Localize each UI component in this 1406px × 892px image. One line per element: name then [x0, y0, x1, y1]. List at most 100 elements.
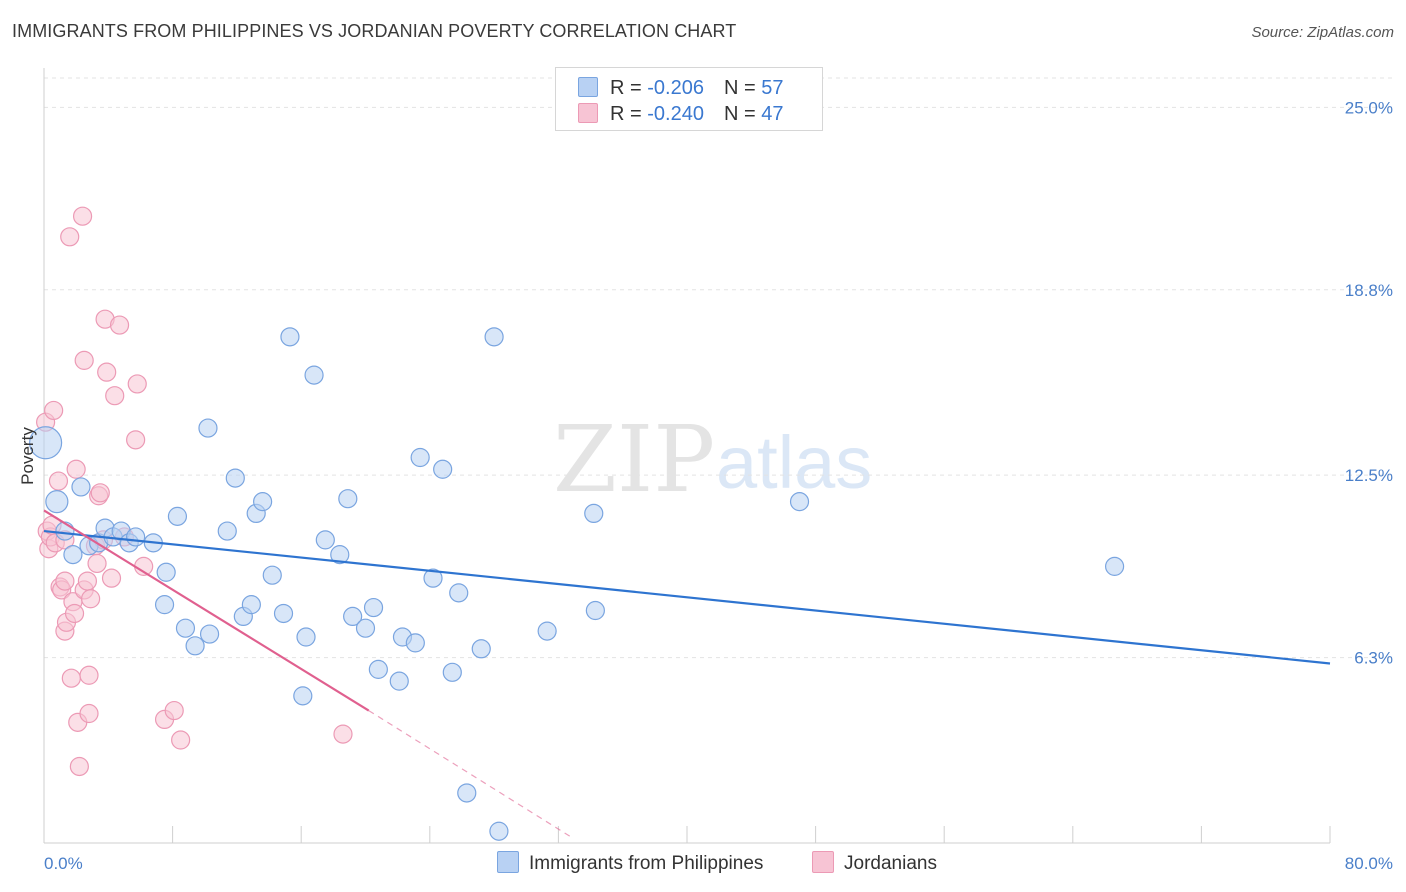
philippines-point: [154, 595, 175, 615]
jordanians-point: [69, 756, 89, 777]
legend-r-value: -0.240: [647, 103, 704, 125]
jordanians-point: [90, 483, 110, 503]
jordanians-point: [127, 374, 147, 394]
jordanians-point: [74, 350, 94, 370]
philippines-point: [45, 490, 69, 514]
jordanians-point: [126, 430, 146, 450]
jordanians-point: [44, 400, 64, 421]
legend-row-philippines: R = -0.206 N = 57: [578, 77, 783, 99]
philippines-point: [389, 671, 409, 691]
philippines-point: [457, 783, 477, 803]
philippines-point: [167, 506, 188, 526]
jordanians-trend-line: [43, 509, 370, 712]
philippines-point: [789, 492, 810, 512]
philippines-point: [55, 521, 75, 541]
y-tick-label: 18.8%: [1345, 281, 1393, 300]
philippines-point: [355, 618, 376, 638]
philippines-point: [217, 521, 237, 541]
jordanians-point: [101, 568, 122, 588]
y-tick-label: 6.3%: [1354, 649, 1393, 668]
legend-r-label: R =: [610, 103, 648, 125]
watermark: ZIP atlas: [553, 406, 872, 513]
legend-item-jordanians[interactable]: Jordanians: [812, 851, 937, 875]
philippines-point: [585, 600, 605, 621]
gridlines: [44, 77, 1395, 659]
philippines-point: [71, 477, 91, 497]
philippines-point: [368, 659, 388, 679]
legend-n-label: N =: [723, 103, 762, 125]
legend-item-philippines[interactable]: Immigrants from Philippines: [497, 851, 763, 875]
tick-labels: 6.3% 12.5% 18.8% 25.0% 0.0% 80.0%: [44, 98, 1393, 873]
jordanians-point: [333, 724, 353, 744]
philippines-point: [156, 562, 176, 582]
philippines-point: [489, 821, 509, 841]
watermark-zip: ZIP: [553, 406, 715, 513]
jordanians-point: [79, 703, 99, 724]
philippines-point: [537, 621, 557, 641]
jordanians-point: [97, 362, 117, 382]
jordanians-point: [61, 668, 81, 688]
philippines-point: [225, 468, 245, 488]
philippines-point: [280, 327, 300, 347]
legend-r-value: -0.206: [647, 77, 704, 99]
jordanians-point: [105, 386, 125, 406]
jordanians-point: [109, 315, 130, 335]
philippines-point: [423, 568, 443, 588]
watermark-atlas: atlas: [716, 421, 872, 504]
jordanians-point: [72, 206, 93, 226]
philippines-point: [293, 686, 313, 706]
jordanians-point: [66, 459, 86, 479]
philippines-point: [343, 606, 363, 627]
philippines-point: [315, 530, 335, 550]
philippines-point: [330, 545, 350, 565]
philippines-point: [199, 624, 220, 644]
legend-r-label: R =: [610, 77, 648, 99]
jordanians-point: [60, 227, 80, 247]
philippines-point: [198, 418, 218, 438]
jordanians-point: [81, 589, 101, 609]
jordanians-point: [64, 603, 85, 624]
philippines-point: [442, 662, 462, 682]
philippines-point: [253, 492, 273, 512]
legend-n-value: 57: [761, 77, 784, 99]
y-tick-label: 25.0%: [1345, 98, 1393, 117]
philippines-point: [175, 618, 196, 638]
legend-label-philippines: Immigrants from Philippines: [529, 853, 764, 874]
legend-n-label: N =: [723, 77, 762, 99]
legend-swatch-philippines: [497, 851, 519, 873]
legend-label-jordanians: Jordanians: [844, 853, 937, 874]
philippines-point: [338, 489, 358, 509]
philippines-point: [584, 503, 604, 524]
jordanians-point: [171, 730, 191, 750]
philippines-point: [363, 597, 384, 618]
legend-swatch-jordanians: [578, 103, 598, 123]
philippines-point: [304, 365, 324, 385]
philippines-point: [185, 636, 205, 656]
philippines-point: [484, 327, 504, 347]
jordanians-point: [79, 665, 99, 685]
philippines-point: [405, 633, 425, 653]
jordanians-point: [48, 471, 69, 491]
legend-n-value: 47: [761, 103, 784, 125]
jordanians-point: [87, 553, 107, 574]
y-tick-label: 12.5%: [1345, 466, 1393, 485]
legend-swatch-philippines: [578, 77, 598, 97]
series-legend: Immigrants from Philippines Jordanians: [0, 851, 1406, 877]
correlation-legend: R = -0.206 N = 57 R = -0.240 N = 47: [555, 67, 823, 131]
series-layer: [29, 206, 1125, 841]
legend-swatch-jordanians: [812, 851, 834, 873]
x-tick-label: 80.0%: [1345, 854, 1393, 873]
philippines-point: [433, 459, 453, 479]
philippines-point: [29, 426, 63, 460]
philippines-point: [63, 545, 83, 565]
jordanians-point: [55, 571, 75, 591]
philippines-point: [126, 527, 146, 547]
trend-layer: [43, 509, 1331, 838]
chart-title: IMMIGRANTS FROM PHILIPPINES VS JORDANIAN…: [12, 21, 737, 41]
philippines-point: [262, 565, 282, 585]
jordanians-point: [164, 700, 184, 721]
philippines-point: [273, 603, 294, 624]
philippines-point: [1104, 556, 1125, 576]
source-credit: Source: ZipAtlas.com: [1251, 24, 1394, 41]
legend-row-jordanians: R = -0.240 N = 47: [578, 103, 783, 125]
